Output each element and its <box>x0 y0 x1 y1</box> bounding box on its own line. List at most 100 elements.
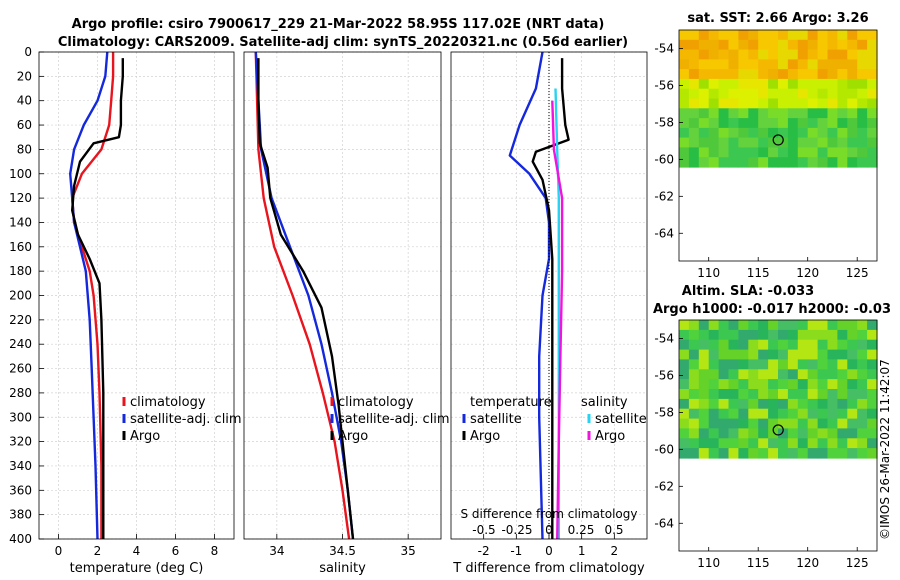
sst-field-cell <box>797 30 809 41</box>
sst-field-cell <box>768 49 779 60</box>
sst-field-cell <box>679 157 690 168</box>
sla-field-cell <box>728 320 739 331</box>
sal-line-0 <box>254 51 351 540</box>
sla-field-cell <box>857 389 868 400</box>
sst-field-cell <box>778 69 789 80</box>
sst-field-cell <box>817 118 829 129</box>
sla-field-cell <box>797 359 809 370</box>
sst-field-cell <box>768 98 779 109</box>
diff-legend-temp-title: temperature <box>470 395 552 410</box>
sst-field-cell <box>857 30 868 41</box>
sla-field-cell <box>698 438 710 449</box>
sla-field-cell <box>837 369 848 380</box>
diff-legend-temp-label-1: Argo <box>470 429 500 444</box>
sst-field-cell <box>698 157 710 168</box>
sst-field-cell <box>738 78 749 90</box>
temp-ytick-label: 40 <box>17 94 32 108</box>
sla-field-cell <box>817 329 829 341</box>
sst-field-cell <box>698 108 710 119</box>
sla-field-cell <box>768 349 779 361</box>
sla-field-cell <box>807 389 819 400</box>
sla-field-cell <box>758 389 769 400</box>
sla-field-cell <box>738 418 749 430</box>
sla-field-cell <box>787 398 799 410</box>
sla-field-cell <box>748 448 759 459</box>
sst-field-cell <box>698 127 710 139</box>
sla-field-cell <box>867 418 878 430</box>
sal-xtick-label: 34.5 <box>329 544 356 558</box>
sla-field-cell <box>679 389 690 400</box>
sst-field-cell <box>768 88 779 100</box>
sst-field-cell <box>688 88 700 100</box>
sla-field-cell <box>748 329 759 341</box>
sst-field-cell <box>718 147 730 158</box>
sst-frame <box>678 29 878 262</box>
sst-field-cell <box>728 59 739 70</box>
sla-field-cell <box>718 418 730 430</box>
sst-field-cell <box>797 49 809 60</box>
sst-field-cell <box>867 98 878 109</box>
sla-map-subtitle: Argo h1000: -0.017 h2000: -0.03 <box>653 302 891 317</box>
sla-field-cell <box>688 320 700 331</box>
temp-ytick-label: 140 <box>9 215 32 229</box>
sla-field-cell <box>857 379 868 390</box>
sst-field-cell <box>728 39 739 51</box>
sst-ytick-label: -64 <box>654 226 674 240</box>
temp-legend-label-2: Argo <box>130 429 160 444</box>
sst-field-cell <box>738 49 749 60</box>
sst-field-cell <box>738 147 749 158</box>
sst-field-cell <box>867 147 878 158</box>
sla-field-cell <box>867 438 878 449</box>
temperature-panel: 0 2 4 6 802040608010012014016018020022024026… <box>9 45 242 576</box>
sst-field-cell <box>728 157 739 168</box>
sst-field-cell <box>748 88 759 100</box>
sst-ytick-label: -54 <box>654 41 674 55</box>
sst-field-cell <box>738 69 749 80</box>
sst-argo-marker <box>772 134 784 146</box>
sla-field-cell <box>778 408 789 420</box>
sst-field-cell <box>837 78 848 90</box>
sst-field-cell <box>807 118 819 129</box>
sla-field-cell <box>718 448 730 459</box>
sla-field-cell <box>768 339 779 351</box>
sla-field-cell <box>787 359 799 370</box>
sla-field-cell <box>748 369 759 380</box>
sst-field-cell <box>718 137 730 148</box>
sst-field-cell <box>688 30 700 41</box>
temp-legend-label-1: satellite-adj. clim <box>130 412 242 427</box>
sla-field-cell <box>787 428 799 439</box>
sla-field-cell <box>679 438 690 449</box>
sst-xtick-label: 115 <box>747 266 770 280</box>
sla-field-cell <box>867 329 878 341</box>
sst-field-cell <box>728 118 739 129</box>
sst-field-cell <box>768 59 779 70</box>
sla-field-cell <box>768 379 779 390</box>
sla-xtick-label: 115 <box>747 556 770 570</box>
sst-map-title: sat. SST: 2.66 Argo: 3.26 <box>687 11 868 26</box>
sla-field-cell <box>827 320 838 331</box>
sla-field-cell <box>817 379 829 390</box>
sst-field-cell <box>827 108 838 119</box>
sst-field-cell <box>698 49 710 60</box>
sla-field-cell <box>738 329 749 341</box>
sla-field-cell <box>837 359 848 370</box>
sla-field-cell <box>817 418 829 430</box>
sst-field-cell <box>698 39 710 51</box>
sst-field-cell <box>847 59 858 70</box>
sla-field-cell <box>728 339 739 351</box>
sst-field-cell <box>827 30 838 41</box>
sla-field-cell <box>718 320 730 331</box>
sst-field-cell <box>787 118 799 129</box>
sst-field-cell <box>758 39 769 51</box>
sst-field-cell <box>738 137 749 148</box>
temp-xtick-label: 4 <box>133 544 141 558</box>
sla-field-cell <box>768 389 779 400</box>
sla-field-cell <box>797 349 809 361</box>
sla-field-cell <box>807 359 819 370</box>
temp-xtick-label: 6 <box>172 544 180 558</box>
sst-field-cell <box>807 137 819 148</box>
sla-field-cell <box>768 438 779 449</box>
sla-field-cell <box>748 379 759 390</box>
sla-field-cell <box>728 448 739 459</box>
sst-field-cell <box>738 30 749 41</box>
